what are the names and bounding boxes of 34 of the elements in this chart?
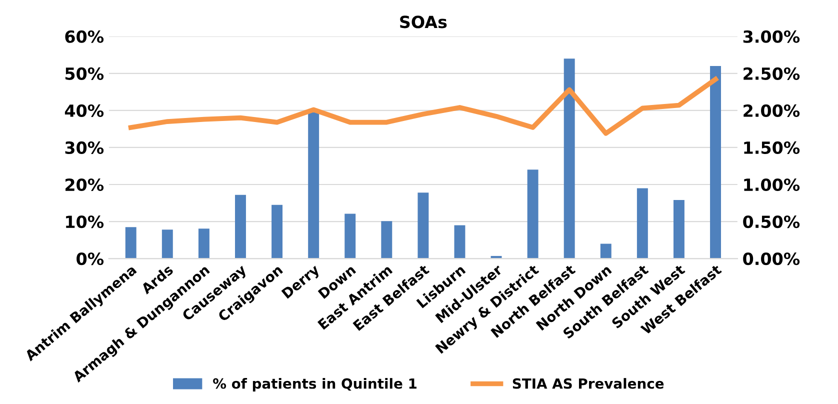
bar (125, 227, 136, 259)
y-tick-label: 30% (65, 141, 104, 154)
bar (418, 192, 429, 259)
y-tick-label: 10% (66, 215, 104, 228)
bar (527, 170, 538, 259)
bar (308, 112, 320, 259)
y2-tick-label: 2.00% (744, 104, 800, 117)
y2-tick-label: 3.00% (743, 30, 800, 43)
y-tick-label: 40% (64, 104, 104, 117)
y2-tick-label: 0.50% (743, 215, 800, 228)
y-tick-label: 50% (65, 67, 104, 80)
bar (564, 58, 575, 259)
bar (235, 194, 246, 259)
bar (600, 244, 612, 259)
y-tick-label: 60% (65, 30, 104, 43)
line-series (128, 76, 718, 136)
y2-tick-label: 1.00% (744, 178, 800, 192)
y2-tick-label: 1.50% (744, 141, 800, 154)
bar (454, 225, 466, 259)
y-tick-label: 0% (76, 252, 104, 266)
legend-label: % of patients in Quintile 1 (213, 378, 416, 392)
bar (344, 214, 356, 259)
y2-tick-label: 0.00% (743, 252, 800, 266)
bar (636, 188, 648, 259)
y-tick-label: 20% (66, 178, 104, 192)
bar (162, 230, 173, 259)
bar (198, 228, 210, 259)
legend-label: STIA AS Prevalence (512, 378, 664, 389)
bar (272, 204, 283, 259)
chart-title: SOAs (400, 16, 447, 28)
bar (710, 66, 721, 259)
y2-tick-label: 2.50% (744, 67, 800, 80)
bar (673, 200, 684, 259)
bar (381, 221, 392, 259)
